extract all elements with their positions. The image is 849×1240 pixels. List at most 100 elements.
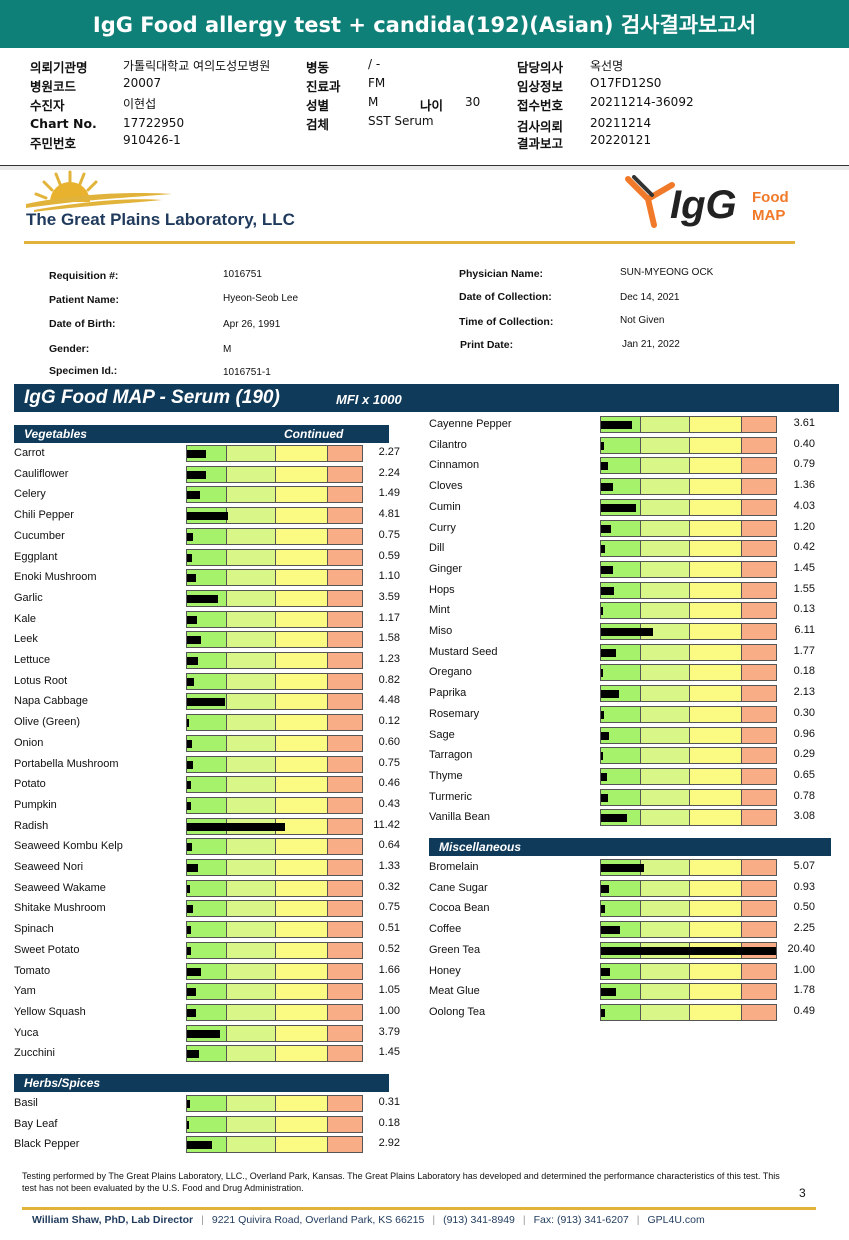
header-value: / - [368,57,381,71]
zone-divider [639,583,641,598]
result-zone [327,943,362,958]
result-zone [225,570,275,585]
zone-divider [639,748,641,763]
result-zone [741,984,776,999]
result-zone [327,1117,362,1132]
result-zone [225,674,275,689]
zone-divider [225,777,227,792]
result-zone [327,550,362,565]
result-zone [601,707,640,722]
food-value: 0.96 [793,728,815,740]
result-zone [225,1117,275,1132]
patient-label: Date of Birth: [49,318,116,330]
zone-divider [225,632,227,647]
result-zone [741,479,776,494]
result-zone [225,550,275,565]
logo-rule [24,241,795,244]
zone-divider [741,603,742,618]
food-name: Spinach [14,923,54,935]
result-bar-fill [601,442,605,450]
result-zone [327,446,362,461]
zone-divider [688,901,690,916]
zone-divider [225,694,227,709]
header-value: 옥선명 [590,59,624,73]
zone-divider [639,1005,641,1020]
result-bar-track [600,520,777,537]
zone-divider [327,487,328,502]
result-zone [688,860,741,875]
header-value: 이현섭 [123,97,157,111]
result-zone [327,694,362,709]
result-zone [688,901,741,916]
food-name: Bromelain [429,861,479,873]
result-bar-fill [187,657,198,665]
result-bar-fill [187,1030,220,1038]
result-bar-track [186,652,363,669]
zone-divider [327,591,328,606]
food-name: Seaweed Wakame [14,882,106,894]
food-name: Oregano [429,666,472,678]
food-value: 4.03 [793,500,815,512]
zone-divider [225,839,227,854]
zone-divider [327,736,328,751]
result-zone [274,529,327,544]
header-value: SST Serum [368,114,434,128]
food-value: 1.33 [378,860,400,872]
result-bar-fill [601,885,609,893]
patient-label: Physician Name: [459,268,544,280]
zone-divider [741,541,742,556]
result-bar-fill [187,761,194,769]
zone-divider [225,984,227,999]
food-name: Radish [14,820,49,832]
result-bar-track [186,466,363,483]
result-zone [688,964,741,979]
result-bar-track [600,983,777,1000]
food-value: 2.13 [793,686,815,698]
zone-divider [741,881,742,896]
result-bar-track [186,1095,363,1112]
result-zone [187,881,226,896]
food-name: Kale [14,613,37,625]
zone-divider [327,984,328,999]
food-name: Mustard Seed [429,646,498,658]
zone-divider [741,686,742,701]
zone-divider [327,1096,328,1111]
zone-divider [274,715,276,730]
zone-divider [639,500,641,515]
result-bar-track [600,416,777,433]
lab-name: The Great Plains Laboratory, LLC [26,210,295,229]
result-bar-track [600,921,777,938]
food-name: Tomato [14,965,51,977]
header-label: 진료과 [306,79,341,94]
result-zone [274,508,327,523]
result-zone [639,665,689,680]
result-zone [327,591,362,606]
result-bar-fill [187,885,190,893]
zone-divider [741,479,742,494]
zone-divider [225,653,227,668]
result-bar-fill [601,525,612,533]
food-value: 1.55 [793,583,815,595]
zone-divider [274,943,276,958]
zone-divider [327,901,328,916]
result-zone [187,777,226,792]
result-zone [225,901,275,916]
result-zone [688,686,741,701]
result-zone [639,769,689,784]
food-value: 0.75 [378,901,400,913]
result-zone [639,562,689,577]
zone-divider [225,591,227,606]
zone-divider [327,881,328,896]
result-zone [741,810,776,825]
zone-divider [688,603,690,618]
food-value: 0.18 [793,665,815,677]
result-bar-fill [601,628,654,636]
zone-divider [639,458,641,473]
result-bar-fill [187,988,196,996]
result-bar-track [186,735,363,752]
result-bar-fill [601,690,620,698]
zone-divider [688,1005,690,1020]
zone-divider [274,1046,276,1061]
result-bar-fill [187,636,201,644]
result-bar-track [600,478,777,495]
